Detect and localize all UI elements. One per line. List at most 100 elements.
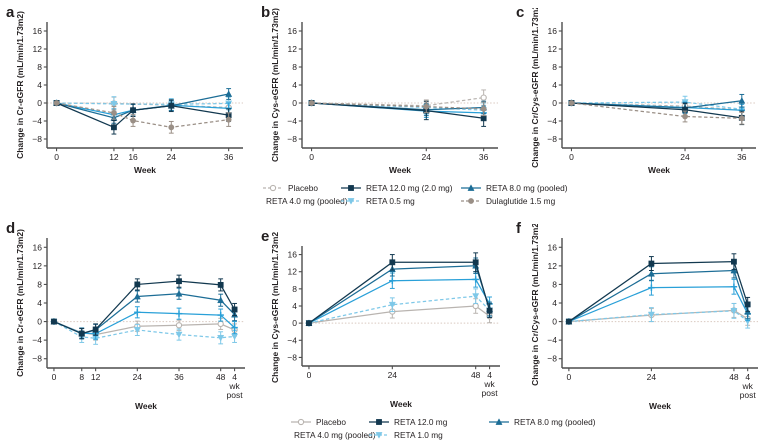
y-axis-tick-label: 12 [288, 44, 298, 54]
data-point-marker [423, 103, 430, 110]
data-point-marker [738, 115, 745, 122]
y-axis-tick-label: 12 [288, 267, 298, 277]
series-5 [308, 100, 487, 117]
y-axis-tick-label: −4 [32, 335, 42, 345]
y-axis-title: Change in Cr-eGFR (mL/min/1.73m2) [15, 229, 25, 377]
legend-item[interactable]: RETA 1.0 mg [368, 430, 488, 440]
y-axis-tick-label: 8 [37, 279, 42, 289]
series-line [308, 265, 491, 324]
x-axis-tick-label: 48 [471, 370, 481, 380]
x-axis-title: Week [389, 165, 411, 175]
data-point-marker [480, 115, 487, 122]
plot-svg-e: 16 12 8 4 0 −4 −8 Change in Cys-eGFR (mL/min/1.… [270, 232, 500, 409]
series-line [568, 261, 749, 323]
y-axis-tick-label: −8 [547, 134, 557, 144]
legend-item[interactable]: RETA 0.5 mg [340, 196, 460, 206]
data-point-marker [217, 281, 224, 288]
data-point-marker [168, 102, 175, 109]
data-point-marker [78, 330, 85, 337]
x-axis-title: Week [390, 399, 412, 409]
x-axis-tick-label: 24 [167, 152, 177, 162]
y-axis-tick-label: 4 [37, 80, 42, 90]
series-3 [308, 99, 488, 117]
data-point-marker [175, 289, 183, 297]
y-axis-tick-label: 0 [292, 98, 297, 108]
series-line [311, 102, 484, 111]
y-axis-tick-label: 12 [548, 261, 558, 271]
legend-bottom: Placebo RETA 12.0 mg RETA 8.0 mg (pooled) R… [290, 417, 598, 443]
data-point-marker [486, 307, 493, 314]
legend-item[interactable]: Dulaglutide 1.5 mg [460, 196, 570, 206]
legend-item[interactable]: RETA 12.0 mg [368, 417, 488, 427]
legend-marker-square [341, 185, 361, 191]
data-point-marker [648, 260, 655, 267]
data-point-marker [130, 117, 136, 124]
x-axis-tick-label: 0 [567, 372, 572, 382]
series-5 [568, 100, 745, 125]
series-2 [565, 278, 751, 325]
data-point-marker [468, 198, 474, 204]
data-point-marker [133, 327, 141, 334]
y-axis-tick-label: −8 [32, 354, 42, 364]
x-axis-post-label-wk: wk [228, 381, 240, 391]
legend-item-label: Placebo [288, 183, 318, 193]
data-point-marker [480, 94, 487, 101]
y-axis-tick-label: 4 [552, 298, 557, 308]
plot-svg-b: 16 12 8 4 0 −4 −8 Change in Cys-eGFR (mL/min/1.… [270, 8, 498, 175]
y-axis-tick-label: −4 [547, 116, 557, 126]
data-point-marker [738, 97, 746, 104]
y-axis-tick-label: 4 [37, 298, 42, 308]
x-axis-post-label-wk: wk [483, 379, 495, 389]
plot-svg-a: 16 12 8 4 0 −4 −8 Change in Cr-eGFR (mL/min/1.7… [15, 11, 243, 175]
y-axis-tick-label: 0 [552, 98, 557, 108]
x-axis-tick-label: 24 [422, 152, 432, 162]
legend-marker-triangle-up [461, 184, 481, 191]
data-point-marker [133, 292, 141, 300]
data-point-marker [306, 320, 312, 327]
legend-marker-square [369, 419, 389, 425]
legend-item[interactable]: RETA 4.0 mg (pooled) [290, 430, 375, 440]
legend-row: RETA 4.0 mg (pooled) RETA 1.0 mg [290, 430, 598, 440]
legend-item-label: RETA 4.0 mg (pooled) [266, 196, 348, 206]
data-point-marker [568, 100, 575, 106]
panel-label-c: c [516, 4, 525, 21]
data-point-marker [647, 270, 655, 277]
panel-label-b: b [261, 4, 271, 21]
plot-svg-f: 16 12 8 4 0 −4 −8 Change in Cr/Cys-eGFR (mL/min… [530, 224, 758, 411]
y-axis-tick-label: 8 [292, 62, 297, 72]
y-axis-tick-label: 12 [33, 44, 43, 54]
x-axis-title: Week [135, 401, 157, 411]
legend-item[interactable]: RETA 4.0 mg (pooled) [262, 196, 347, 206]
legend-item[interactable]: Placebo [262, 183, 340, 193]
y-axis-tick-label: 4 [292, 80, 297, 90]
legend-item-label: RETA 12.0 mg (2.0 mg) [366, 183, 453, 193]
y-axis-tick-label: 8 [552, 279, 557, 289]
legend-item[interactable]: RETA 8.0 mg (pooled) [460, 183, 570, 193]
legend-marker-triangle-up [489, 418, 509, 425]
series-line [311, 102, 484, 110]
y-axis-tick-label: 8 [552, 62, 557, 72]
x-axis-post-label-post: post [227, 390, 244, 400]
legend-item[interactable]: Placebo [290, 417, 368, 427]
legend-item[interactable]: RETA 12.0 mg (2.0 mg) [340, 183, 460, 193]
legend-item-label: RETA 0.5 mg [366, 196, 415, 206]
chart-panel-c: 16 12 8 4 0 −4 −8 Change in Cr/Cys-eGFR (mL/min… [510, 8, 768, 188]
y-axis-tick-label: 16 [288, 250, 298, 260]
x-axis-tick-label: 12 [91, 372, 101, 382]
y-axis-title: Change in Cys-eGFR (mL/min/1.73m2) [270, 8, 280, 162]
x-axis-tick-label: 0 [309, 152, 314, 162]
y-axis-tick-label: −4 [287, 335, 297, 345]
y-axis-title: Change in Cr/Cys-eGFR (mL/min/1.73m2) [530, 8, 540, 168]
series-line [568, 286, 749, 323]
y-axis-tick-label: 8 [292, 284, 297, 294]
y-axis-tick-label: 0 [37, 98, 42, 108]
x-axis-tick-label: 48 [729, 372, 739, 382]
y-axis-tick-label: 0 [552, 317, 557, 327]
legend-marker-circle-open [291, 418, 311, 426]
x-axis-tick-label: 8 [79, 372, 84, 382]
data-point-marker [480, 105, 487, 112]
series-line [308, 295, 491, 324]
series-0 [305, 298, 493, 327]
legend-item[interactable]: RETA 8.0 mg (pooled) [488, 417, 598, 427]
series-line [308, 305, 490, 324]
